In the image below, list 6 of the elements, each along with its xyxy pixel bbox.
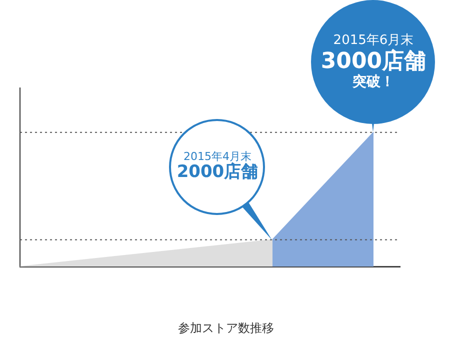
annotation: 2000店舗: [176, 162, 258, 183]
text: 2015年6月末: [333, 33, 414, 48]
text: 3000店舗: [320, 49, 426, 74]
text: 突破！: [352, 74, 394, 90]
x-axis-title: 参加ストア数推移: [177, 320, 275, 337]
annotation: 2015年4月末: [183, 150, 252, 163]
